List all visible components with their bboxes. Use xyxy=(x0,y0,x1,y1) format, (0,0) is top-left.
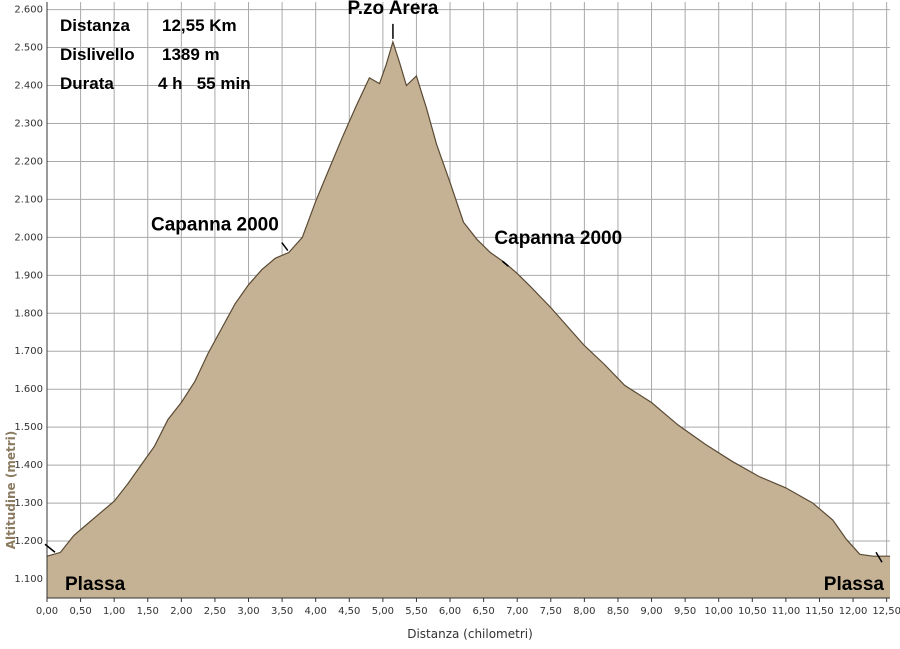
x-tick-label: 12,50 xyxy=(872,606,900,617)
stats-box: Distanza 12,55 Km Dislivello 1389 m Dura… xyxy=(60,16,251,93)
x-tick-label: 5,50 xyxy=(405,606,427,617)
annotation-label: Plassa xyxy=(65,574,126,595)
y-tick-label: 2.200 xyxy=(14,156,43,167)
x-tick-label: 3,50 xyxy=(271,606,293,617)
x-tick-label: 6,00 xyxy=(439,606,461,617)
x-tick-label: 8,00 xyxy=(573,606,595,617)
annotations: P.zo Arera Capanna 2000 Capanna 2000 Plassa… xyxy=(44,0,885,595)
stat-duration-value: 4 h 55 min xyxy=(158,74,251,93)
annotation-leader xyxy=(44,543,56,553)
x-tick-label: 3,00 xyxy=(237,606,259,617)
x-tick-label: 4,50 xyxy=(338,606,360,617)
x-tick-label: 2,00 xyxy=(170,606,192,617)
x-tick-label: 11,50 xyxy=(805,606,834,617)
x-tick-label: 6,50 xyxy=(472,606,494,617)
x-tick-label: 7,00 xyxy=(506,606,528,617)
x-tick-label: 10,00 xyxy=(704,606,733,617)
x-tick-label: 11,00 xyxy=(772,606,801,617)
annotation-label: Capanna 2000 xyxy=(494,228,622,249)
x-tick-label: 1,00 xyxy=(103,606,125,617)
y-tick-label: 1.400 xyxy=(14,460,43,471)
annotation-leader xyxy=(875,551,883,563)
annotation-label: Capanna 2000 xyxy=(151,215,279,236)
stat-distance-label: Distanza xyxy=(60,16,130,35)
y-tick-label: 2.400 xyxy=(14,81,43,92)
y-tick-label: 2.600 xyxy=(14,5,43,16)
x-tick-label: 0,00 xyxy=(36,606,58,617)
x-tick-label: 1,50 xyxy=(137,606,159,617)
x-tick-label: 7,50 xyxy=(540,606,562,617)
x-tick-label: 10,50 xyxy=(738,606,767,617)
y-tick-label: 1.600 xyxy=(14,384,43,395)
stat-elevation-label: Dislivello xyxy=(60,45,135,64)
profile-fill xyxy=(47,41,890,598)
x-tick-label: 9,50 xyxy=(674,606,696,617)
y-tick-label: 1.800 xyxy=(14,308,43,319)
y-tick-label: 1.500 xyxy=(14,422,43,433)
x-tick-label: 4,00 xyxy=(305,606,327,617)
y-tick-label: 2.100 xyxy=(14,194,43,205)
stat-distance-value: 12,55 Km xyxy=(162,16,237,35)
annotation-leader xyxy=(501,260,509,267)
y-tick-label: 1.700 xyxy=(14,346,43,357)
y-tick-label: 1.200 xyxy=(14,536,43,547)
axes xyxy=(46,2,890,602)
x-tick-label: 0,50 xyxy=(69,606,91,617)
annotation-label: Plassa xyxy=(824,574,885,595)
x-tick-labels: 0,00 0,50 1,00 1,50 2,00 2,50 3,00 3,50 4,00 4,50… xyxy=(36,606,900,617)
y-tick-label: 2.000 xyxy=(14,232,43,243)
stat-duration-label: Durata xyxy=(60,74,114,93)
annotation-leader xyxy=(281,242,289,251)
y-tick-label: 2.300 xyxy=(14,118,43,129)
x-tick-label: 2,50 xyxy=(204,606,226,617)
annotation-label: P.zo Arera xyxy=(348,0,439,19)
x-tick-label: 5,00 xyxy=(372,606,394,617)
y-tick-label: 1.900 xyxy=(14,270,43,281)
x-axis-title: Distanza (chilometri) xyxy=(407,627,533,641)
y-tick-labels: 1.100 1.200 1.300 1.400 1.500 1.600 1.700 1.800… xyxy=(14,5,43,585)
x-tick-label: 8,50 xyxy=(607,606,629,617)
y-tick-label: 1.300 xyxy=(14,498,43,509)
profile-line xyxy=(46,39,890,557)
stat-elevation-value: 1389 m xyxy=(162,45,220,64)
x-tick-label: 12,00 xyxy=(839,606,868,617)
x-tick-label: 9,00 xyxy=(640,606,662,617)
y-tick-label: 2.500 xyxy=(14,43,43,54)
profile-area xyxy=(46,39,890,598)
y-axis-title: Altitudine (metri) xyxy=(4,431,18,549)
y-tick-label: 1.100 xyxy=(14,574,43,585)
